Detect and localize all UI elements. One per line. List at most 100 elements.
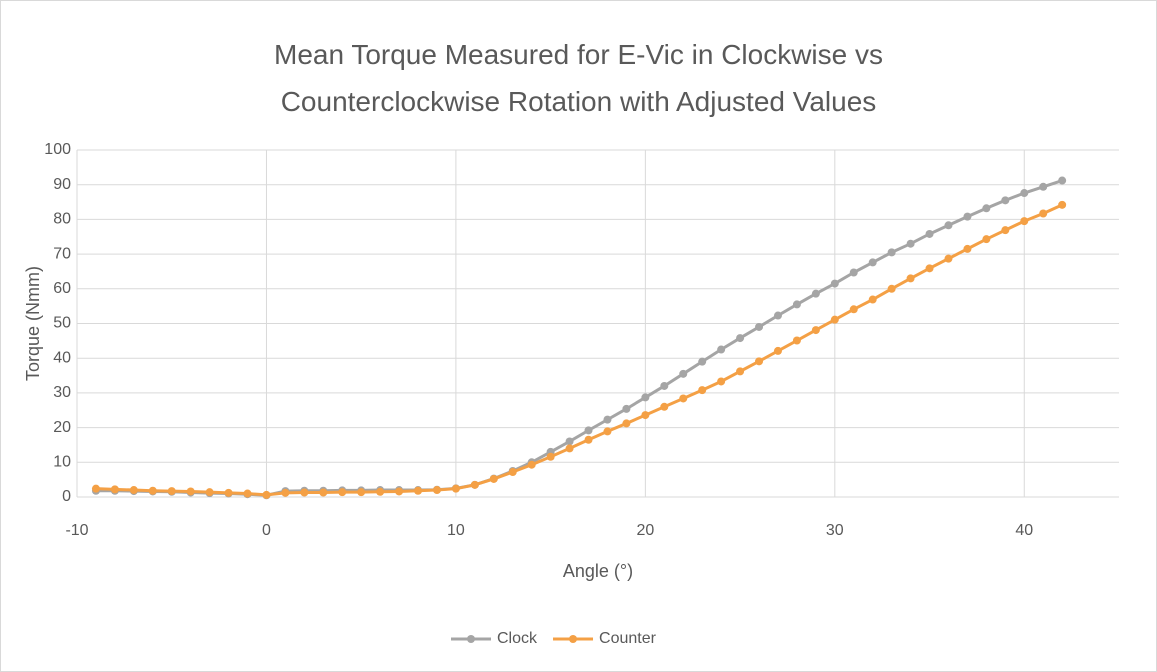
y-tick-label: 90 — [53, 176, 71, 193]
data-point — [281, 488, 290, 497]
data-point — [565, 437, 574, 446]
data-point — [338, 488, 347, 497]
data-point — [811, 289, 820, 298]
data-point — [660, 381, 669, 390]
y-tick-label: 30 — [53, 384, 71, 401]
y-tick-label: 50 — [53, 315, 71, 332]
x-axis-label: Angle (°) — [563, 561, 633, 581]
data-point — [319, 488, 328, 497]
data-point — [849, 268, 858, 277]
data-point — [792, 300, 801, 309]
legend-marker — [569, 635, 578, 643]
data-point — [698, 386, 707, 395]
data-point — [395, 487, 404, 496]
data-point — [717, 377, 726, 386]
data-point — [1001, 196, 1010, 205]
data-point — [641, 393, 650, 402]
data-point — [262, 490, 271, 499]
title-box: Mean Torque Measured for E-Vic in Clockw… — [1, 31, 1156, 125]
data-point — [944, 254, 953, 263]
data-point — [641, 411, 650, 420]
data-point — [755, 357, 764, 366]
data-point — [773, 311, 782, 320]
data-point — [982, 235, 991, 244]
data-point — [1020, 189, 1029, 198]
data-point — [982, 204, 991, 213]
series-line — [95, 179, 1063, 497]
data-point — [376, 487, 385, 496]
data-point — [243, 489, 252, 498]
data-point — [830, 279, 839, 288]
data-point — [584, 426, 593, 435]
x-tick-label: 30 — [826, 522, 844, 539]
legend-marker — [467, 635, 475, 643]
data-point — [148, 486, 157, 495]
y-tick-label: 20 — [53, 419, 71, 436]
data-point — [755, 322, 764, 331]
data-point — [470, 480, 479, 489]
data-point — [887, 248, 896, 257]
data-point — [925, 229, 934, 238]
data-point — [110, 485, 119, 494]
x-tick-label: 40 — [1015, 522, 1033, 539]
data-point — [414, 486, 423, 495]
data-point — [849, 305, 858, 314]
data-point — [508, 468, 517, 477]
data-point — [584, 435, 593, 444]
data-point — [565, 444, 574, 453]
data-point — [1058, 200, 1067, 209]
x-tick-label: -10 — [65, 522, 88, 539]
data-point — [792, 336, 801, 345]
data-point — [1039, 209, 1048, 218]
y-tick-label: 100 — [44, 141, 71, 158]
data-point — [603, 415, 612, 424]
data-point — [622, 404, 631, 413]
data-point — [1039, 182, 1048, 191]
data-point — [736, 334, 745, 343]
chart-title: Mean Torque Measured for E-Vic in Clockw… — [274, 39, 883, 117]
data-point — [224, 488, 233, 497]
y-tick-label: 0 — [62, 488, 71, 505]
x-tick-label: 0 — [262, 522, 271, 539]
data-point — [773, 346, 782, 355]
data-point — [451, 484, 460, 493]
data-point — [830, 315, 839, 324]
data-point — [963, 244, 972, 253]
data-point — [868, 295, 877, 304]
data-point — [129, 486, 138, 495]
data-point — [679, 394, 688, 403]
data-point — [432, 486, 441, 495]
data-point — [868, 258, 877, 267]
data-point — [963, 212, 972, 221]
data-point — [186, 487, 195, 496]
data-point — [906, 239, 915, 248]
data-point — [736, 367, 745, 376]
data-point — [1058, 176, 1067, 185]
x-tick-label: 10 — [447, 522, 465, 539]
data-point — [489, 474, 498, 483]
data-point — [357, 488, 366, 497]
data-point — [925, 264, 934, 273]
data-point — [167, 487, 176, 496]
x-tick-label: 20 — [636, 522, 654, 539]
data-point — [698, 357, 707, 366]
y-axis-label: Torque (Nmm) — [23, 266, 43, 381]
data-point — [91, 484, 100, 493]
y-tick-label: 40 — [53, 349, 71, 366]
legend-label: Clock — [497, 630, 538, 647]
data-point — [1020, 217, 1029, 226]
legend-label: Counter — [599, 630, 657, 647]
data-point — [660, 402, 669, 411]
data-point — [1001, 226, 1010, 235]
series-line — [95, 203, 1063, 497]
data-point — [717, 345, 726, 354]
y-tick-label: 70 — [53, 245, 71, 262]
data-point — [944, 221, 953, 230]
data-point — [300, 488, 309, 497]
y-tick-label: 80 — [53, 211, 71, 228]
y-tick-label: 60 — [53, 280, 71, 297]
y-tick-label: 10 — [53, 454, 71, 471]
data-point — [527, 460, 536, 469]
